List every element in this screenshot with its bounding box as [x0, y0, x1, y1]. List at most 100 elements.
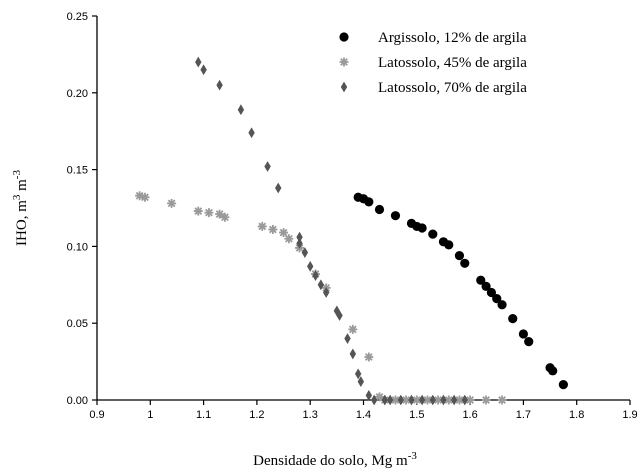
diamond-point — [237, 104, 245, 116]
x-tick-label: 1 — [147, 409, 153, 421]
asterisk-point — [401, 395, 411, 405]
asterisk-point — [390, 395, 400, 405]
legend-label: Latossolo, 45% de argila — [378, 55, 527, 71]
circle-point — [486, 287, 497, 298]
asterisk-glyph — [412, 395, 422, 405]
diamond-point — [307, 260, 314, 272]
asterisk-glyph — [193, 206, 203, 216]
x-tick-label: 1.8 — [569, 409, 584, 421]
y-tick-label: 0.10 — [67, 241, 88, 253]
circle-point — [558, 380, 568, 390]
diamond-point — [336, 310, 343, 321]
y-tick-label: 0.20 — [67, 88, 88, 100]
asterisk-point — [204, 208, 214, 218]
diamond-point — [381, 394, 389, 406]
asterisk-glyph — [422, 395, 432, 405]
asterisk-glyph — [268, 225, 278, 235]
asterisk-point — [374, 392, 384, 402]
circle-point — [374, 204, 385, 215]
diamond-point — [195, 56, 202, 68]
asterisk-point — [193, 206, 203, 216]
asterisk-glyph — [167, 198, 177, 208]
asterisk-glyph — [374, 392, 384, 402]
diamond-point — [365, 389, 373, 401]
diamond-point — [450, 394, 458, 406]
diamond-point — [357, 376, 365, 387]
data-points — [135, 56, 568, 406]
y-tick-label: 0.00 — [67, 395, 88, 407]
asterisk-glyph — [140, 192, 150, 202]
asterisk-point — [444, 395, 454, 405]
diamond-point — [386, 394, 394, 406]
series-1 — [353, 192, 568, 390]
x-tick-label: 1.9 — [622, 409, 637, 421]
y-tick-label: 0.15 — [67, 165, 88, 177]
legend-marker-diamond — [340, 81, 348, 93]
circle-point — [428, 229, 438, 239]
x-tick-label: 1.4 — [356, 409, 371, 421]
diamond-point — [418, 394, 426, 406]
diamond-point — [440, 394, 447, 406]
x-axis-title-superscript: -3 — [408, 450, 418, 462]
diamond-point — [429, 394, 436, 406]
legend-marker-circle — [339, 32, 349, 42]
legend-label: Latossolo, 70% de argila — [378, 80, 527, 96]
y-axis-title-text-2: m — [14, 179, 30, 195]
y-axis-title: IHO, m3 m-3 — [11, 170, 30, 246]
diamond-point — [354, 368, 362, 380]
asterisk-point — [284, 234, 294, 244]
asterisk-glyph — [497, 395, 507, 405]
circle-point — [518, 329, 529, 339]
circle-point — [444, 240, 454, 250]
x-tick-label: 0.9 — [89, 409, 104, 421]
asterisk-point — [422, 395, 432, 405]
asterisk-point — [279, 228, 289, 238]
asterisk-point — [465, 395, 475, 405]
diamond-point — [408, 394, 415, 406]
y-axis-title-superscript-2: -3 — [11, 170, 23, 180]
legend-item: Latossolo, 70% de argila — [340, 80, 527, 96]
diamond-point — [397, 394, 405, 406]
circle-point — [492, 294, 502, 304]
diamond-point — [317, 279, 325, 291]
asterisk-glyph — [257, 221, 267, 231]
diamond-point — [216, 79, 223, 91]
diamond-point — [296, 237, 303, 249]
asterisk-glyph — [465, 395, 475, 405]
diamond-point — [461, 394, 468, 406]
circle-point — [417, 223, 427, 233]
diamond-point — [349, 348, 357, 360]
y-tick-label: 0.25 — [67, 11, 88, 23]
circle-point — [548, 366, 558, 376]
circle-point — [481, 281, 491, 291]
asterisk-glyph — [135, 191, 145, 201]
asterisk-point — [364, 352, 374, 362]
circle-point — [364, 197, 374, 207]
legend-item: Argissolo, 12% de argila — [339, 30, 527, 46]
diamond-point — [248, 127, 255, 139]
diamond-point — [370, 394, 378, 406]
diamond-point — [264, 161, 271, 172]
diamond-point — [322, 287, 330, 298]
y-tick-label: 0.05 — [67, 318, 88, 330]
x-tick-label: 1.3 — [303, 409, 318, 421]
x-tick-label: 1.5 — [409, 409, 424, 421]
asterisk-glyph — [348, 324, 358, 334]
asterisk-glyph — [444, 395, 454, 405]
series-3 — [195, 56, 468, 406]
circle-point — [524, 337, 534, 347]
asterisk-glyph — [279, 228, 289, 238]
asterisk-glyph — [220, 212, 230, 222]
x-axis-title: Densidade do solo, Mg m-3 — [253, 450, 417, 469]
circle-point — [460, 258, 470, 268]
asterisk-point — [215, 209, 225, 219]
asterisk-glyph — [390, 395, 400, 405]
asterisk-point — [433, 395, 443, 405]
asterisk-point — [257, 221, 267, 231]
legend: Argissolo, 12% de argila Latossolo, 45% d… — [339, 30, 527, 96]
diamond-point — [312, 270, 319, 281]
asterisk-point — [220, 212, 230, 222]
plot-area: 0.9 1 1.1 1.2 1.3 1.4 1.5 1.6 1.7 1.8 1.9 0.00 0.05… — [67, 11, 638, 421]
y-axis-title-text: IHO, m — [14, 200, 30, 246]
